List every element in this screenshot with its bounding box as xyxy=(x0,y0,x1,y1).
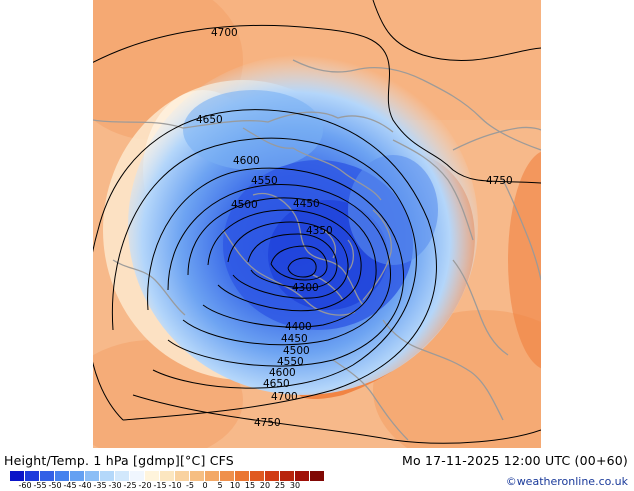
color-scale-swatch xyxy=(295,471,310,481)
contour-label: 4450 xyxy=(281,333,308,345)
color-scale-swatch xyxy=(40,471,55,481)
color-scale-tick: -60 xyxy=(18,481,32,490)
contour-label: 4550 xyxy=(251,175,278,187)
color-scale-swatch xyxy=(25,471,40,481)
color-scale-swatch xyxy=(280,471,295,481)
color-scale-swatch xyxy=(190,471,205,481)
contour-label: 4750 xyxy=(486,175,513,187)
color-scale-tick: -35 xyxy=(93,481,107,490)
color-scale-tick: -15 xyxy=(153,481,167,490)
color-scale-swatch xyxy=(85,471,100,481)
contour-label: 4550 xyxy=(277,356,304,368)
contour-label: 4750 xyxy=(254,417,281,429)
color-scale-tick: 30 xyxy=(289,481,301,490)
color-scale-swatch xyxy=(205,471,220,481)
map-title: Height/Temp. 1 hPa [gdmp][°C] CFS xyxy=(4,453,234,468)
color-scale-swatch xyxy=(55,471,70,481)
color-scale-swatch xyxy=(70,471,85,481)
color-scale-tick: -45 xyxy=(63,481,77,490)
color-scale-tick: 25 xyxy=(274,481,286,490)
color-scale-tick: 20 xyxy=(259,481,271,490)
contour-label: 4300 xyxy=(292,282,319,294)
contour-label: 4500 xyxy=(283,345,310,357)
color-scale-swatch xyxy=(100,471,115,481)
contour-label: 4500 xyxy=(231,199,258,211)
color-scale-swatch xyxy=(160,471,175,481)
contour-label: 4700 xyxy=(271,391,298,403)
contour-labels: 4700 4650 4600 4550 4500 4450 4350 4300 … xyxy=(196,27,513,429)
contour-label: 4450 xyxy=(293,198,320,210)
color-scale-tick: -20 xyxy=(138,481,152,490)
color-scale-swatch xyxy=(130,471,145,481)
color-scale-swatch xyxy=(145,471,160,481)
contour-label: 4650 xyxy=(263,378,290,390)
color-scale-tick: -10 xyxy=(168,481,182,490)
color-scale-swatch xyxy=(310,471,325,481)
color-scale-swatch xyxy=(10,471,25,481)
color-scale-tick: 10 xyxy=(229,481,241,490)
color-scale-tick: 0 xyxy=(202,481,208,490)
color-scale-swatch xyxy=(115,471,130,481)
color-scale-swatch xyxy=(175,471,190,481)
copyright-link[interactable]: ©weatheronline.co.uk xyxy=(505,475,628,488)
color-scale-tick: 5 xyxy=(217,481,223,490)
contour-label: 4600 xyxy=(233,155,260,167)
color-scale-tick: -5 xyxy=(186,481,194,490)
map-footer: Height/Temp. 1 hPa [gdmp][°C] CFS Mo 17-… xyxy=(0,448,634,490)
color-scale-swatch xyxy=(250,471,265,481)
color-scale-tick: -30 xyxy=(108,481,122,490)
weather-map: 4700 4650 4600 4550 4500 4450 4350 4300 … xyxy=(93,0,541,448)
color-scale-tick: -25 xyxy=(123,481,137,490)
contour-label: 4700 xyxy=(211,27,238,39)
color-scale-swatch xyxy=(235,471,250,481)
color-scale-ticks: -60 -55 -50 -45 -40 -35 -30 -25 -20 -15 -10 -5 0 5 10 1… xyxy=(10,482,370,491)
color-scale-swatch xyxy=(220,471,235,481)
color-scale-tick: -55 xyxy=(33,481,47,490)
color-scale-tick: -50 xyxy=(48,481,62,490)
contour-label: 4650 xyxy=(196,114,223,126)
height-contours xyxy=(93,0,541,444)
contour-label: 4400 xyxy=(285,321,312,333)
color-scale-tick: -40 xyxy=(78,481,92,490)
valid-time: Mo 17-11-2025 12:00 UTC (00+60) xyxy=(401,453,628,468)
color-scale xyxy=(10,471,325,481)
contour-label: 4600 xyxy=(269,367,296,379)
color-scale-swatch xyxy=(265,471,280,481)
color-scale-tick: 15 xyxy=(244,481,256,490)
contour-label: 4350 xyxy=(306,225,333,237)
